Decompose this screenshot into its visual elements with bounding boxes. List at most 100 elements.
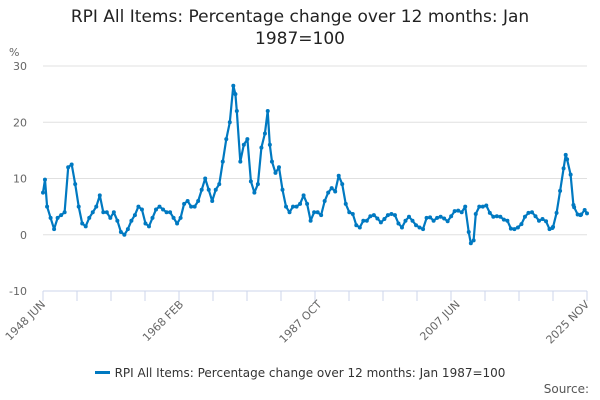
data-point	[347, 210, 352, 215]
data-point	[308, 218, 313, 223]
data-point	[55, 215, 60, 220]
data-point	[438, 214, 443, 219]
data-point	[196, 199, 201, 203]
data-point	[336, 173, 341, 178]
data-point	[456, 208, 461, 213]
y-axis-label: %	[9, 46, 19, 59]
data-point	[248, 179, 253, 184]
data-point	[104, 210, 109, 215]
y-tick-label: 20	[13, 116, 27, 129]
data-point	[424, 215, 429, 220]
data-point	[421, 227, 426, 232]
data-point	[568, 172, 573, 177]
data-point	[417, 225, 422, 230]
data-point	[491, 214, 496, 219]
data-point	[445, 219, 450, 224]
source-label: Source:	[543, 382, 589, 396]
data-point	[551, 224, 556, 229]
data-point	[371, 213, 376, 218]
data-point	[399, 225, 404, 230]
data-point	[129, 218, 134, 223]
data-point	[168, 210, 173, 215]
data-point	[315, 210, 320, 215]
legend-swatch	[94, 371, 110, 374]
data-point	[585, 211, 589, 216]
data-point	[449, 214, 454, 219]
data-point	[554, 210, 559, 215]
data-point	[213, 187, 218, 192]
data-point	[245, 137, 250, 142]
data-point	[378, 220, 383, 225]
data-point	[508, 226, 513, 231]
data-point	[233, 92, 238, 97]
data-point	[364, 218, 369, 223]
data-point	[241, 142, 246, 147]
data-point	[273, 170, 278, 175]
data-point	[357, 225, 362, 230]
data-point	[189, 204, 194, 209]
x-tick-label: 2007 JUN	[417, 298, 462, 343]
chart-title: RPI All Items: Percentage change over 12…	[70, 7, 530, 49]
data-point	[466, 229, 471, 234]
data-point	[392, 213, 397, 218]
data-point	[375, 216, 380, 221]
data-point	[468, 241, 473, 246]
data-point	[185, 199, 190, 203]
data-point	[463, 204, 468, 209]
data-point	[526, 210, 531, 215]
y-tick-label: 10	[13, 173, 27, 186]
data-point	[108, 215, 113, 220]
data-point	[435, 215, 440, 220]
data-point	[231, 83, 236, 88]
data-point	[340, 182, 345, 187]
data-point	[83, 224, 88, 229]
data-point	[143, 221, 148, 226]
data-point	[150, 215, 155, 220]
data-point	[42, 177, 47, 182]
data-point	[182, 201, 187, 206]
data-point	[210, 199, 215, 203]
data-point	[175, 221, 180, 226]
data-point	[66, 165, 71, 170]
data-point	[276, 165, 281, 170]
data-point	[565, 157, 570, 162]
data-point	[80, 221, 85, 226]
y-tick-label: 0	[20, 229, 27, 242]
data-point	[255, 182, 260, 187]
data-point	[540, 217, 545, 221]
data-point	[533, 214, 538, 219]
legend-label: RPI All Items: Percentage change over 12…	[114, 366, 506, 380]
data-point	[234, 109, 239, 113]
data-point	[459, 210, 464, 215]
data-point	[294, 204, 299, 209]
data-point	[269, 159, 274, 164]
data-point	[161, 207, 166, 212]
data-point	[382, 217, 387, 221]
data-point	[224, 137, 229, 142]
data-point	[41, 190, 45, 195]
data-point	[164, 210, 169, 215]
x-tick-label: 1948 JUN	[3, 298, 48, 343]
data-point	[484, 203, 489, 208]
data-point	[326, 190, 331, 195]
x-tick-label: 2025 NOV	[544, 298, 593, 347]
data-point	[322, 199, 327, 203]
data-point	[48, 215, 53, 220]
data-point	[361, 218, 366, 223]
legend-item[interactable]: RPI All Items: Percentage change over 12…	[0, 366, 600, 380]
data-point	[146, 224, 151, 229]
data-point	[122, 232, 127, 237]
data-point	[171, 215, 176, 220]
data-point	[368, 214, 373, 219]
data-point	[252, 190, 257, 195]
data-point	[477, 204, 482, 209]
data-point	[582, 208, 587, 212]
data-point	[45, 204, 50, 209]
data-point	[537, 218, 542, 223]
data-point	[487, 210, 492, 215]
data-point	[410, 218, 415, 223]
data-point	[471, 238, 476, 243]
x-tick-label: 1968 FEB	[140, 298, 186, 344]
data-point	[220, 159, 225, 164]
